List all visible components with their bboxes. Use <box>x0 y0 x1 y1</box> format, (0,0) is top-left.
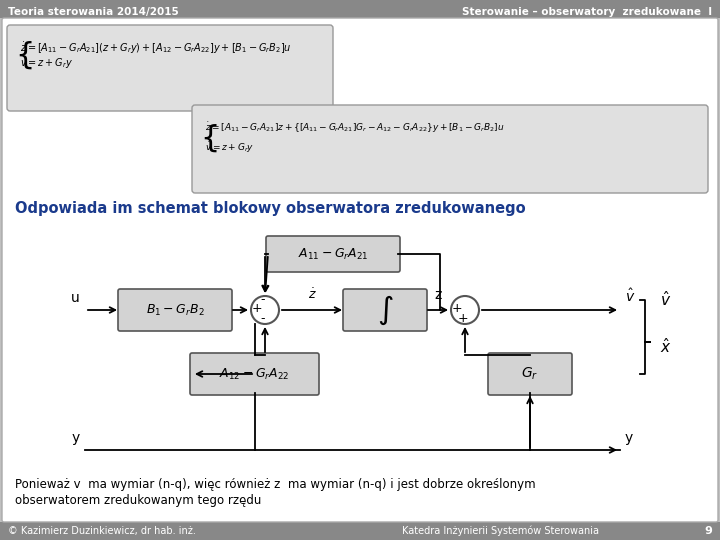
FancyBboxPatch shape <box>0 0 720 18</box>
Text: $A_{12}-G_r A_{22}$: $A_{12}-G_r A_{22}$ <box>220 367 289 382</box>
Text: Katedra Inżynierii Systemów Sterowania: Katedra Inżynierii Systemów Sterowania <box>402 526 598 536</box>
FancyBboxPatch shape <box>0 522 720 540</box>
FancyBboxPatch shape <box>266 236 400 272</box>
Text: $B_1 - G_r B_2$: $B_1 - G_r B_2$ <box>145 302 204 318</box>
Text: $\dot{z}$: $\dot{z}$ <box>307 287 316 302</box>
Text: 9: 9 <box>704 526 712 536</box>
Text: $\dot{z} = [A_{11} - G_r A_{21}]z + \{[A_{11} - G_r A_{21}]G_r - A_{12} - G_r A_: $\dot{z} = [A_{11} - G_r A_{21}]z + \{[A… <box>205 121 505 135</box>
FancyBboxPatch shape <box>343 289 427 331</box>
Text: -: - <box>261 294 265 307</box>
FancyBboxPatch shape <box>192 105 708 193</box>
Text: $\hat{x}$: $\hat{x}$ <box>660 338 672 356</box>
Text: Odpowiada im schemat blokowy obserwatora zredukowanego: Odpowiada im schemat blokowy obserwatora… <box>15 200 526 215</box>
Text: $\dot{v} = z + G_r y$: $\dot{v} = z + G_r y$ <box>205 141 254 155</box>
Text: $\hat{v}$: $\hat{v}$ <box>625 288 635 305</box>
Text: y: y <box>625 431 634 445</box>
Text: $\{$: $\{$ <box>200 122 217 154</box>
Text: -: - <box>261 313 265 326</box>
Text: Teoria sterowania 2014/2015: Teoria sterowania 2014/2015 <box>8 7 179 17</box>
FancyBboxPatch shape <box>118 289 232 331</box>
Text: © Kazimierz Duzinkiewicz, dr hab. inż.: © Kazimierz Duzinkiewicz, dr hab. inż. <box>8 526 196 536</box>
Text: $A_{11}-G_r A_{21}$: $A_{11}-G_r A_{21}$ <box>298 246 368 261</box>
Text: Sterowanie – obserwatory  zredukowane  I: Sterowanie – obserwatory zredukowane I <box>462 7 712 17</box>
Text: $G_r$: $G_r$ <box>521 366 539 382</box>
FancyBboxPatch shape <box>2 18 718 522</box>
FancyBboxPatch shape <box>488 353 572 395</box>
Text: z: z <box>434 288 441 302</box>
Text: $\dot{v} = z + G_r y$: $\dot{v} = z + G_r y$ <box>20 56 73 71</box>
FancyBboxPatch shape <box>7 25 333 111</box>
Text: y: y <box>72 431 80 445</box>
Text: u: u <box>71 291 80 305</box>
Text: +: + <box>252 301 262 314</box>
Text: Ponieważ v  ma wymiar (n-q), więc również z  ma wymiar (n-q) i jest dobrze okreś: Ponieważ v ma wymiar (n-q), więc również… <box>15 478 536 491</box>
Text: +: + <box>458 313 468 326</box>
FancyBboxPatch shape <box>190 353 319 395</box>
Text: $\hat{v}$: $\hat{v}$ <box>660 291 671 309</box>
Text: +: + <box>451 301 462 314</box>
Text: $\{$: $\{$ <box>15 39 32 71</box>
Text: obserwatorem zredukowanym tego rzędu: obserwatorem zredukowanym tego rzędu <box>15 494 261 507</box>
Text: $\dot{z} = [A_{11} - G_r A_{21}](z + G_r y) + [A_{12} - G_r A_{22}]y + [B_1 - G_: $\dot{z} = [A_{11} - G_r A_{21}](z + G_r… <box>20 40 292 56</box>
Text: $\int$: $\int$ <box>377 293 393 327</box>
